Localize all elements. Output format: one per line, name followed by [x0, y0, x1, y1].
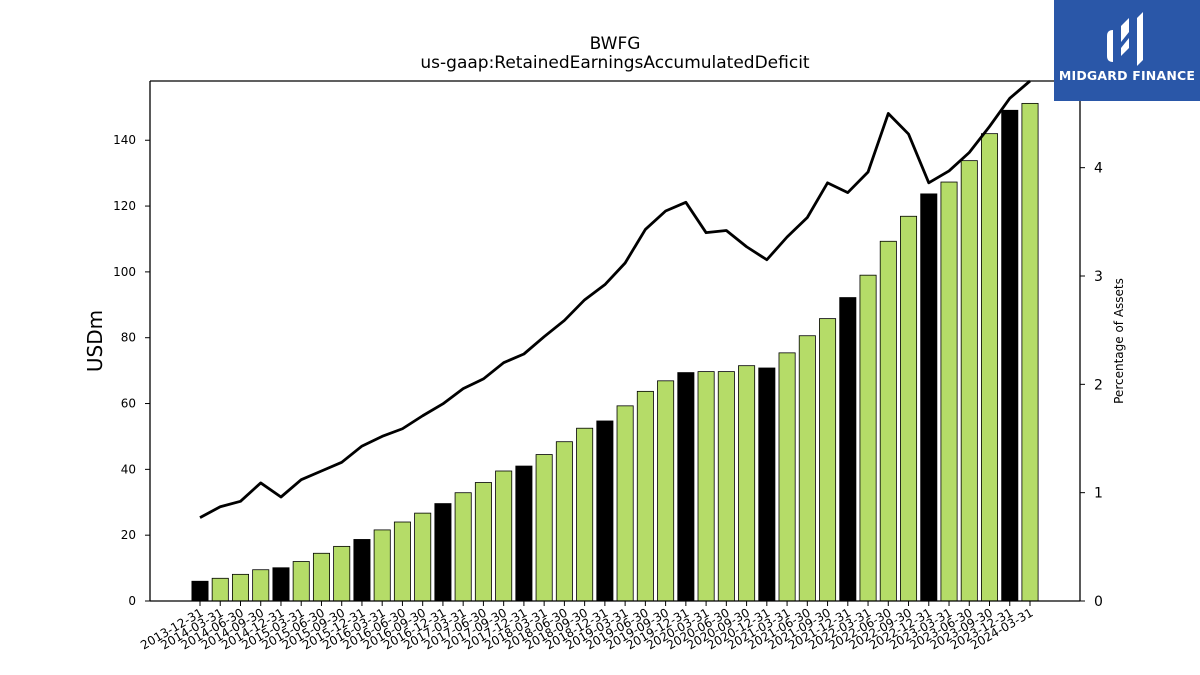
- bar: [272, 567, 290, 602]
- bar: [191, 580, 209, 602]
- y-tick-label: 120: [113, 199, 136, 213]
- bar: [677, 372, 695, 602]
- y-right-tick-label: 2: [1094, 377, 1103, 393]
- bar: [940, 181, 958, 602]
- bar: [798, 335, 816, 602]
- bar: [495, 470, 513, 602]
- bar: [596, 420, 614, 602]
- bar: [859, 274, 877, 602]
- logo-text: MIDGARD FINANCE: [1058, 68, 1196, 83]
- bar: [333, 545, 351, 602]
- bar: [697, 371, 715, 602]
- bar: [900, 215, 918, 602]
- percentage-line: [199, 79, 1031, 519]
- y-tick-label: 60: [121, 397, 136, 411]
- bar: [839, 297, 857, 602]
- bar: [636, 390, 654, 602]
- bar: [960, 160, 978, 602]
- y-tick-label: 80: [121, 331, 136, 345]
- midgard-logo-icon: [1107, 12, 1143, 66]
- bar: [657, 380, 675, 602]
- bar-series: [191, 102, 1039, 602]
- bar: [231, 573, 249, 602]
- bar: [1021, 102, 1039, 602]
- bar: [920, 193, 938, 602]
- midgard-finance-logo: MIDGARD FINANCE: [1054, 0, 1200, 101]
- line-series: [199, 79, 1031, 519]
- bar: [535, 454, 553, 602]
- axis-ticks: 020406080100120140012342013-12-312014-03…: [113, 133, 1103, 652]
- y-tick-label: 140: [113, 133, 136, 147]
- y-right-tick-label: 3: [1094, 269, 1103, 285]
- bar: [252, 569, 270, 602]
- bar: [555, 441, 573, 602]
- bar: [393, 521, 411, 602]
- y-right-tick-label: 4: [1094, 161, 1103, 177]
- bar: [879, 240, 897, 602]
- bar: [616, 405, 634, 602]
- y-right-tick-label: 0: [1094, 594, 1103, 610]
- bar: [819, 318, 837, 602]
- bar: [738, 365, 756, 602]
- bar: [758, 367, 776, 602]
- bar: [353, 539, 371, 602]
- y-tick-label: 40: [121, 462, 136, 476]
- y-tick-label: 100: [113, 265, 136, 279]
- bar: [312, 552, 330, 602]
- bar: [373, 529, 391, 602]
- y-tick-label: 0: [128, 594, 136, 608]
- bar: [981, 133, 999, 602]
- bar: [211, 577, 229, 602]
- bar: [414, 512, 432, 602]
- y-axis-label: USDm: [83, 310, 107, 372]
- bar: [778, 352, 796, 602]
- bar: [474, 482, 492, 602]
- axes: [149, 80, 1081, 602]
- bar: [576, 427, 594, 602]
- bar: [434, 503, 452, 602]
- y-right-tick-label: 1: [1094, 486, 1103, 502]
- bar: [292, 561, 310, 602]
- chart-subtitle: us-gaap:RetainedEarningsAccumulatedDefic…: [420, 53, 810, 73]
- y-tick-label: 20: [121, 528, 136, 542]
- bar: [1001, 109, 1019, 602]
- chart-title: BWFG: [590, 34, 641, 54]
- y-axis-right-label: Percentage of Assets: [1112, 278, 1126, 404]
- bar: [717, 371, 735, 602]
- bar: [454, 492, 472, 602]
- bar: [515, 465, 533, 602]
